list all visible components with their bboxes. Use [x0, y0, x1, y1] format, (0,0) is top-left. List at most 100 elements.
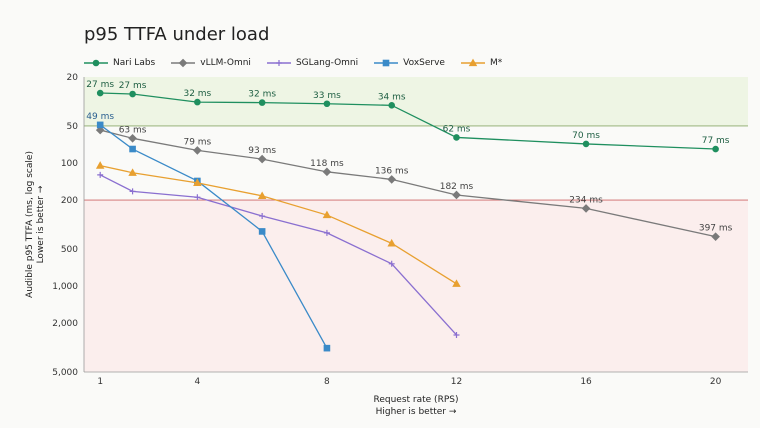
x-tick-label: 8 — [324, 377, 330, 387]
data-point-sglang-omni — [453, 331, 460, 338]
y-tick-label: 100 — [61, 159, 78, 169]
data-point-nari-labs — [388, 102, 396, 109]
legend-swatch-nari-labs — [84, 59, 108, 67]
legend-swatch-marker — [468, 58, 478, 67]
data-label-nari-labs: 62 ms — [443, 124, 471, 134]
data-point-nari-labs — [323, 100, 331, 108]
legend-label: SGLang-Omni — [295, 58, 359, 68]
series-vllm-omni: 63 ms 79 ms 93 ms 118 ms 136 ms 182 ms 234 ms 3… — [95, 125, 733, 241]
chart-title: p95 TTFA under load — [84, 24, 270, 45]
data-point-sglang-omni — [259, 213, 266, 220]
legend: Nari Labs vLLM-Omni SGLang-Omni VoxServe M* — [84, 56, 518, 70]
data-point-m — [387, 238, 396, 247]
data-label-nari-labs: 27 ms — [86, 80, 114, 90]
y-tick-label: 200 — [61, 196, 78, 206]
y-tick-label: 5,000 — [52, 368, 78, 378]
data-point-nari-labs — [129, 90, 136, 98]
data-label-nari-labs: 27 ms — [119, 81, 147, 91]
data-label-nari-labs: 77 ms — [702, 136, 730, 146]
data-point-sglang-omni — [129, 188, 136, 195]
y-tick-label: 1,000 — [52, 282, 78, 292]
data-label-nari-labs: 34 ms — [378, 92, 406, 102]
data-point-nari-labs — [194, 98, 201, 106]
data-label-vllm-omni: 118 ms — [310, 159, 344, 169]
x-tick-label: 1 — [97, 377, 103, 387]
data-label-vllm-omni: 93 ms — [248, 146, 276, 156]
legend-label: M* — [489, 58, 503, 68]
data-point-voxserve — [323, 344, 331, 352]
data-point-m — [193, 178, 202, 186]
data-point-nari-labs — [453, 134, 460, 141]
data-point-vllm-omni — [95, 125, 105, 135]
data-point-voxserve — [96, 121, 104, 129]
data-point-m — [128, 168, 137, 176]
y-axis-note: Lower is better → — [36, 185, 46, 263]
series-nari-labs: 27 ms 27 ms 32 ms 32 ms 33 ms 34 ms 62 ms 70 ms… — [86, 80, 730, 153]
data-point-vllm-omni — [128, 133, 137, 143]
data-point-sglang-omni — [194, 194, 201, 201]
data-point-m — [452, 279, 461, 287]
data-point-sglang-omni — [388, 260, 395, 267]
legend-item-voxserve: VoxServe — [374, 58, 445, 68]
legend-swatch-marker — [92, 59, 100, 67]
data-point-vllm-omni — [387, 175, 397, 184]
x-tick-label: 20 — [710, 377, 722, 387]
legend-swatch-marker — [275, 60, 282, 66]
data-point-voxserve — [129, 145, 136, 153]
data-point-vllm-omni — [711, 232, 720, 241]
data-point-m — [95, 161, 105, 169]
data-label-vllm-omni: 79 ms — [183, 137, 211, 147]
data-label-nari-labs: 70 ms — [572, 131, 600, 141]
data-label-vllm-omni: 397 ms — [699, 224, 733, 234]
data-point-m — [257, 191, 267, 199]
shaded-band — [84, 77, 748, 126]
data-label-nari-labs: 32 ms — [183, 89, 211, 99]
data-point-vllm-omni — [322, 167, 332, 177]
y-axis-label: Audible p95 TTFA (ms, log scale) — [25, 151, 35, 298]
data-point-voxserve — [258, 228, 266, 235]
y-tick-label: 20 — [67, 73, 79, 83]
data-label-vllm-omni: 63 ms — [119, 125, 147, 135]
data-point-nari-labs — [582, 140, 590, 148]
legend-swatch-voxserve — [374, 59, 399, 67]
legend-swatch-m — [460, 58, 485, 67]
y-tick-label: 500 — [61, 245, 78, 255]
x-tick-label: 16 — [580, 377, 592, 387]
legend-label: Nari Labs — [113, 58, 156, 68]
legend-swatch-sglang-omni — [266, 60, 291, 66]
legend-item-nari-labs: Nari Labs — [84, 58, 155, 68]
data-point-nari-labs — [96, 89, 104, 97]
legend-swatch-marker — [178, 58, 188, 68]
data-point-vllm-omni — [257, 154, 267, 164]
y-tick-label: 2,000 — [52, 319, 78, 329]
data-label-vllm-omni: 182 ms — [440, 182, 474, 192]
data-label-nari-labs: 33 ms — [313, 91, 341, 101]
legend-label: VoxServe — [403, 58, 445, 68]
data-point-nari-labs — [258, 99, 266, 106]
legend-item-vllm-omni: vLLM-Omni — [171, 58, 251, 68]
data-label-vllm-omni: 136 ms — [375, 166, 409, 176]
data-point-sglang-omni — [323, 229, 330, 236]
x-tick-label: 4 — [194, 377, 200, 387]
data-point-vllm-omni — [452, 190, 461, 200]
data-point-vllm-omni — [193, 146, 202, 155]
data-point-vllm-omni — [581, 204, 591, 213]
data-point-nari-labs — [712, 145, 719, 153]
x-tick-label: 12 — [451, 377, 462, 387]
series-m — [95, 161, 461, 287]
data-point-m — [322, 210, 332, 219]
x-axis-label: Request rate (RPS) — [374, 395, 459, 405]
data-label-voxserve: 49 ms — [86, 112, 114, 122]
legend-label: vLLM-Omni — [200, 58, 251, 68]
series-sglang-omni — [97, 171, 460, 338]
y-tick-label: 50 — [67, 122, 79, 132]
data-point-sglang-omni — [97, 171, 104, 178]
legend-swatch-vllm-omni — [171, 58, 196, 68]
legend-swatch-marker — [382, 59, 390, 67]
data-label-nari-labs: 32 ms — [248, 90, 276, 100]
data-label-vllm-omni: 234 ms — [569, 195, 603, 205]
x-axis-note: Higher is better → — [376, 407, 457, 417]
shaded-band — [84, 200, 748, 372]
legend-item-sglang-omni: SGLang-Omni — [266, 58, 359, 68]
